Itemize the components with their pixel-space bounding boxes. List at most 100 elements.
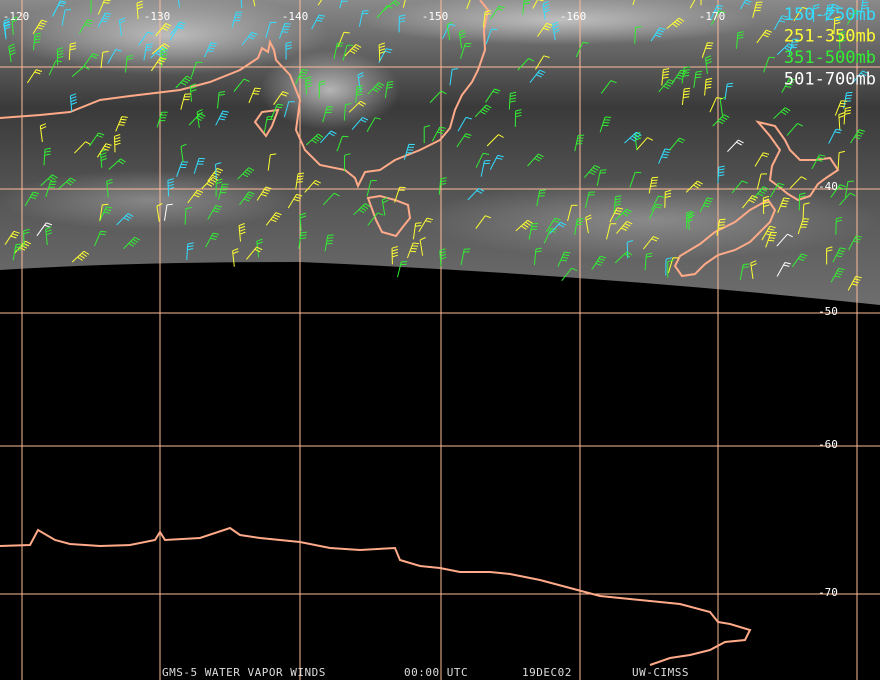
- longitude-label: -140: [282, 10, 309, 23]
- wind-barb: [545, 217, 561, 233]
- wind-barb: [777, 197, 790, 213]
- wind-barb: [765, 231, 777, 248]
- wind-barb: [624, 131, 642, 144]
- cloud-band: [420, 180, 880, 260]
- cloud-band: [260, 50, 400, 130]
- new-zealand-south: [673, 198, 777, 278]
- wind-barb: [838, 31, 846, 50]
- wind-barb: [150, 57, 167, 72]
- wind-barb: [762, 195, 770, 215]
- wind-barb: [802, 202, 810, 221]
- wind-barb: [164, 203, 173, 221]
- wind-barb: [567, 204, 578, 222]
- wind-barb: [201, 176, 219, 190]
- legend-entry: 501-700mb: [784, 70, 876, 90]
- wind-barb: [752, 1, 763, 18]
- wind-barb: [756, 29, 773, 44]
- wind-barb: [830, 184, 846, 198]
- wind-barb: [756, 173, 768, 190]
- wind-barb: [69, 93, 77, 112]
- wind-barb: [629, 171, 642, 188]
- wind-barb: [40, 174, 58, 187]
- wind-barb: [246, 246, 263, 260]
- wind-barb: [474, 104, 492, 118]
- wind-barb: [839, 192, 856, 206]
- latitude-label: -50: [818, 305, 838, 318]
- wind-barb: [838, 112, 845, 131]
- wind-barb: [381, 196, 389, 216]
- wind-barb: [632, 0, 636, 6]
- wind-barb: [367, 212, 384, 226]
- wind-barb: [742, 195, 759, 209]
- wind-barb: [475, 215, 492, 229]
- wind-barb: [311, 14, 326, 30]
- wind-barb: [658, 148, 671, 164]
- wind-barb: [256, 186, 272, 201]
- wind-barb: [419, 237, 426, 256]
- wind-barb: [606, 223, 617, 240]
- wind-barb: [661, 68, 670, 86]
- wind-barb: [97, 12, 112, 28]
- wind-barb: [176, 161, 189, 177]
- wind-barb: [188, 113, 206, 126]
- wind-barb: [248, 87, 261, 104]
- latitude-label: -60: [818, 438, 838, 451]
- wind-barb: [665, 257, 673, 276]
- wind-barb: [36, 222, 53, 237]
- wind-barb: [125, 55, 134, 73]
- wind-barb: [788, 38, 799, 56]
- wind-barb: [489, 154, 504, 170]
- wind-barb: [823, 3, 840, 17]
- longitude-label: -170: [699, 10, 726, 23]
- wind-barb: [532, 0, 544, 9]
- wind-barb: [423, 125, 431, 144]
- wind-barb: [384, 81, 394, 99]
- wind-barb: [485, 88, 501, 103]
- wind-barb: [241, 31, 258, 46]
- wind-barb: [609, 207, 624, 223]
- wind-barb: [664, 189, 672, 208]
- wind-barb: [4, 230, 20, 245]
- wind-barb: [693, 70, 703, 88]
- wind-barb: [527, 153, 544, 167]
- longitude-label: -160: [560, 10, 587, 23]
- wind-barb: [557, 251, 571, 267]
- wind-barb: [344, 153, 351, 172]
- wind-barb: [467, 187, 485, 201]
- wind-barb: [522, 0, 531, 15]
- wind-barb: [187, 189, 204, 204]
- wind-barb: [776, 262, 791, 277]
- wind-barb: [773, 15, 788, 30]
- wind-barb: [826, 246, 833, 265]
- wind-barb: [536, 189, 546, 207]
- wind-barb: [830, 267, 845, 283]
- wind-barb: [299, 212, 307, 232]
- wind-barb: [367, 82, 385, 95]
- wind-barb: [342, 44, 353, 61]
- wind-barb: [599, 116, 612, 133]
- wind-barb: [203, 42, 218, 58]
- wind-barb: [649, 203, 663, 219]
- longitude-label: -150: [422, 10, 449, 23]
- wind-barb: [776, 233, 793, 247]
- wind-barb: [781, 78, 796, 93]
- wind-barb: [278, 23, 291, 39]
- wind-barb: [45, 181, 57, 198]
- wind-barb: [398, 14, 406, 33]
- wind-barb: [394, 186, 406, 203]
- wind-barb: [108, 158, 126, 170]
- wind-barb: [285, 41, 292, 60]
- wind-barb: [99, 203, 109, 221]
- wind-barb: [439, 248, 447, 267]
- wind-barb: [574, 218, 584, 235]
- wind-barb: [78, 19, 94, 34]
- wind-barb: [189, 83, 197, 102]
- wind-barb: [584, 164, 601, 179]
- wind-barb: [561, 267, 578, 282]
- wind-barb: [344, 44, 362, 57]
- wind-barb: [231, 11, 243, 28]
- wind-barb: [56, 47, 64, 66]
- wind-barb: [686, 210, 693, 229]
- cloud-band: [0, 170, 300, 230]
